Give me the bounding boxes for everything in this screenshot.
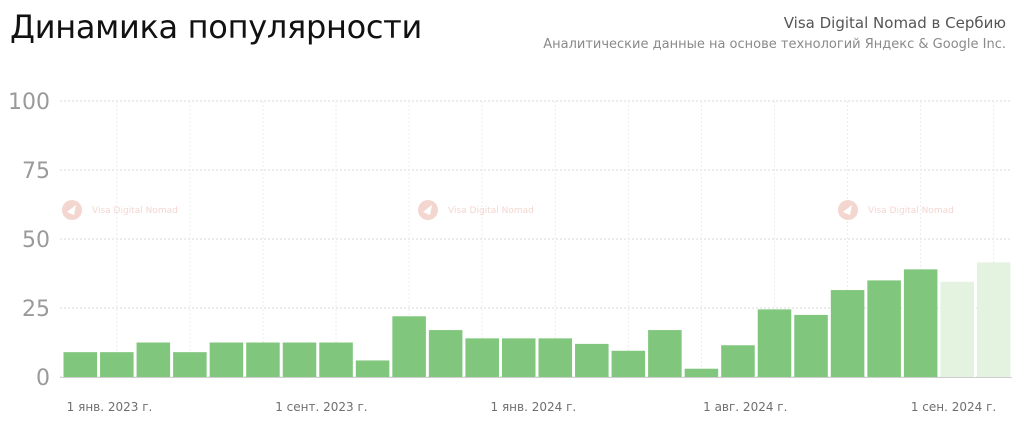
bar <box>355 360 390 377</box>
logo-icon-mark <box>843 205 852 215</box>
watermark-text: Visa Digital Nomad <box>92 206 178 216</box>
y-tick-label: 75 <box>22 159 50 184</box>
bar <box>209 342 244 377</box>
bar <box>100 352 134 377</box>
chart-title: Динамика популярности <box>10 8 422 46</box>
bar <box>501 338 536 377</box>
bar-forecast <box>976 262 1011 377</box>
y-tick-label: 50 <box>22 228 50 253</box>
bar <box>319 342 353 377</box>
bar <box>173 352 207 377</box>
watermark-text: Visa Digital Nomad <box>448 206 534 216</box>
y-axis: 0 25 50 75 100 <box>8 90 50 391</box>
bar <box>136 342 171 377</box>
bar <box>575 343 609 377</box>
logo-icon-mark <box>67 205 76 215</box>
bar <box>684 368 719 377</box>
logo-icon-mark <box>423 205 432 215</box>
watermark-text: Visa Digital Nomad <box>868 206 954 216</box>
bar <box>867 280 901 377</box>
bar <box>538 338 573 377</box>
bar-forecast <box>940 281 974 377</box>
bar <box>648 330 682 377</box>
bar <box>794 314 828 377</box>
watermark: Visa Digital Nomad <box>418 200 534 220</box>
bar <box>282 342 317 377</box>
chart-grid <box>60 100 1012 378</box>
bar <box>903 269 938 377</box>
x-axis: 1 янв. 2023 г. 1 сент. 2023 г. 1 янв. 2024… <box>67 400 997 414</box>
x-tick-label: 1 авг. 2024 г. <box>703 400 787 414</box>
bar <box>428 330 463 377</box>
chart-subtitle: Visa Digital Nomad в Сербию <box>783 14 1006 32</box>
bar <box>611 350 646 377</box>
bar <box>830 290 865 377</box>
watermark: Visa Digital Nomad <box>62 200 178 220</box>
chart-attribution: Аналитические данные на основе технологи… <box>543 37 1006 52</box>
bar <box>721 345 755 377</box>
y-tick-label: 100 <box>8 90 50 115</box>
watermark: Visa Digital Nomad <box>838 200 954 220</box>
bar <box>392 316 426 377</box>
x-tick-label: 1 янв. 2024 г. <box>491 400 577 414</box>
y-tick-label: 25 <box>22 297 50 322</box>
bar-series <box>63 262 1011 377</box>
bar <box>465 338 499 377</box>
watermark-layer: Visa Digital Nomad Visa Digital Nomad Visa… <box>62 200 954 220</box>
bar <box>757 309 792 377</box>
bar <box>63 352 98 377</box>
x-tick-label: 1 сент. 2023 г. <box>275 400 367 414</box>
x-tick-label: 1 сен. 2024 г. <box>911 400 996 414</box>
y-tick-label: 0 <box>36 366 50 391</box>
bar <box>246 342 280 377</box>
chart-source: Visa Digital Nomad в Сербию Аналитически… <box>543 14 1006 52</box>
x-tick-label: 1 янв. 2023 г. <box>67 400 153 414</box>
